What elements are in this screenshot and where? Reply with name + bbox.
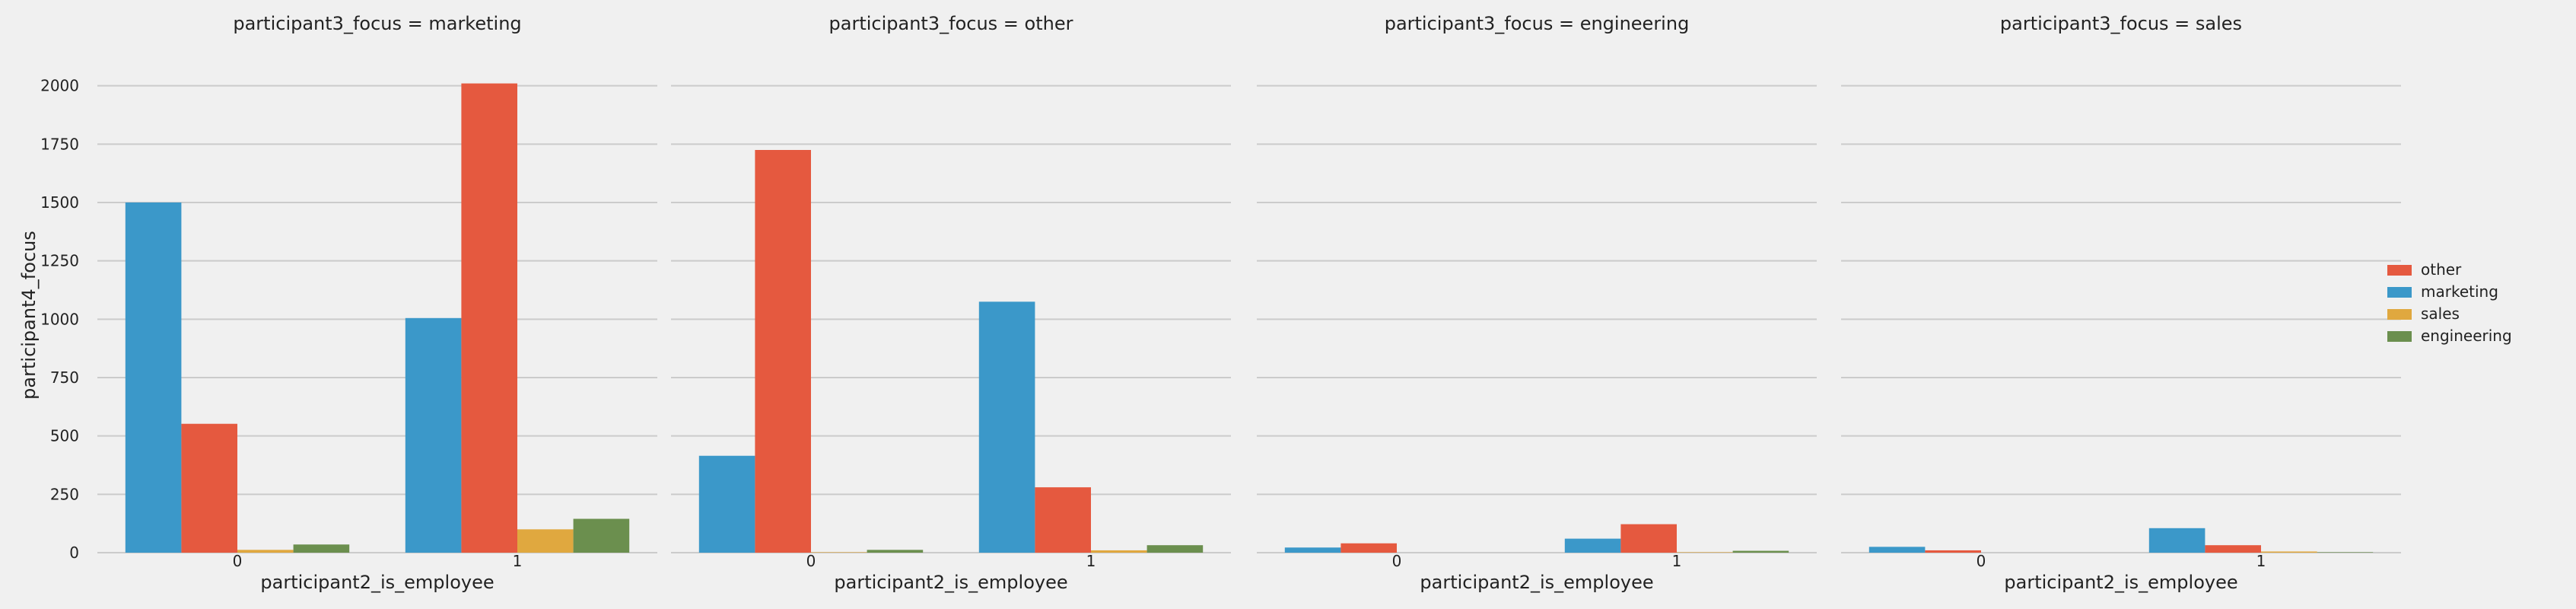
legend-swatch-sales — [2387, 309, 2412, 320]
legend-swatch-marketing — [2387, 287, 2412, 298]
facet-panel: participant3_focus = other 0 1 participant2… — [671, 13, 1231, 593]
legend-label-sales: sales — [2421, 304, 2460, 323]
y-axis-label: participant4_focus — [18, 231, 40, 400]
x-tick-label: 1 — [1086, 552, 1096, 570]
y-tick-label: 250 — [50, 485, 79, 503]
bar-marketing — [1284, 547, 1341, 553]
x-axis-label: participant2_is_employee — [2004, 572, 2237, 593]
bar-other — [755, 150, 811, 553]
bar-sales — [2261, 551, 2317, 553]
bar-engineering — [1146, 545, 1204, 553]
x-axis-label: participant2_is_employee — [260, 572, 494, 593]
legend-swatch-engineering — [2387, 331, 2412, 342]
bar-sales — [1677, 552, 1733, 553]
bar-marketing — [1564, 538, 1621, 553]
x-tick-label: 1 — [513, 552, 523, 570]
legend: other marketing sales engineering — [2387, 260, 2512, 345]
bar-sales — [1091, 550, 1147, 553]
x-axis-label: participant2_is_employee — [1420, 572, 1653, 593]
x-axis-label: participant2_is_employee — [834, 572, 1067, 593]
bar-sales — [811, 552, 867, 553]
legend-label-engineering: engineering — [2421, 327, 2512, 345]
y-tick-label: 1500 — [40, 193, 79, 212]
panels: participant3_focus = marketing 0 250 500 750… — [40, 13, 2401, 593]
facet-title: participant3_focus = marketing — [233, 13, 521, 34]
y-tick-label: 500 — [50, 427, 79, 445]
bar-sales — [237, 550, 294, 553]
y-tick-label: 1000 — [40, 310, 79, 328]
legend-swatch-other — [2387, 265, 2412, 276]
legend-label-other: other — [2421, 260, 2462, 279]
y-tick-label: 2000 — [40, 77, 79, 95]
x-tick-label: 1 — [1672, 552, 1682, 570]
bar-marketing — [405, 317, 462, 553]
bar-marketing — [2148, 528, 2206, 553]
bar-engineering — [1732, 550, 1789, 553]
facet-title: participant3_focus = sales — [2000, 13, 2242, 34]
facet-panel: participant3_focus = marketing 0 250 500 750… — [40, 13, 657, 593]
bar-other — [181, 423, 237, 553]
x-tick-label: 0 — [1977, 552, 1986, 570]
y-tick-label: 1750 — [40, 135, 79, 153]
y-tick-label: 0 — [69, 544, 79, 562]
y-tick-label: 750 — [50, 368, 79, 387]
x-tick-label: 0 — [233, 552, 243, 570]
legend-label-marketing: marketing — [2421, 282, 2498, 301]
bar-engineering — [293, 544, 350, 553]
bar-marketing — [1868, 547, 1926, 553]
bar-marketing — [978, 301, 1035, 553]
x-tick-label: 1 — [2256, 552, 2266, 570]
bar-other — [461, 83, 517, 553]
y-tick-label: 1250 — [40, 252, 79, 270]
bar-marketing — [698, 455, 755, 553]
facet-title: participant3_focus = engineering — [1385, 13, 1690, 34]
bar-engineering — [2317, 552, 2374, 553]
bar-other — [1340, 543, 1397, 553]
facet-panel: participant3_focus = sales 0 1 participant2… — [1841, 13, 2401, 593]
bar-marketing — [125, 202, 182, 553]
bar-engineering — [573, 518, 630, 553]
bar-other — [1620, 524, 1677, 553]
bar-sales — [517, 529, 574, 553]
facet-title: participant3_focus = other — [829, 13, 1073, 34]
bar-other — [1035, 487, 1091, 553]
x-tick-label: 0 — [806, 552, 816, 570]
bar-other — [2205, 545, 2261, 553]
bar-engineering — [867, 550, 924, 553]
x-tick-label: 0 — [1392, 552, 1402, 570]
facet-panel: participant3_focus = engineering 0 1 partic… — [1257, 13, 1817, 593]
bar-other — [1925, 550, 1981, 553]
